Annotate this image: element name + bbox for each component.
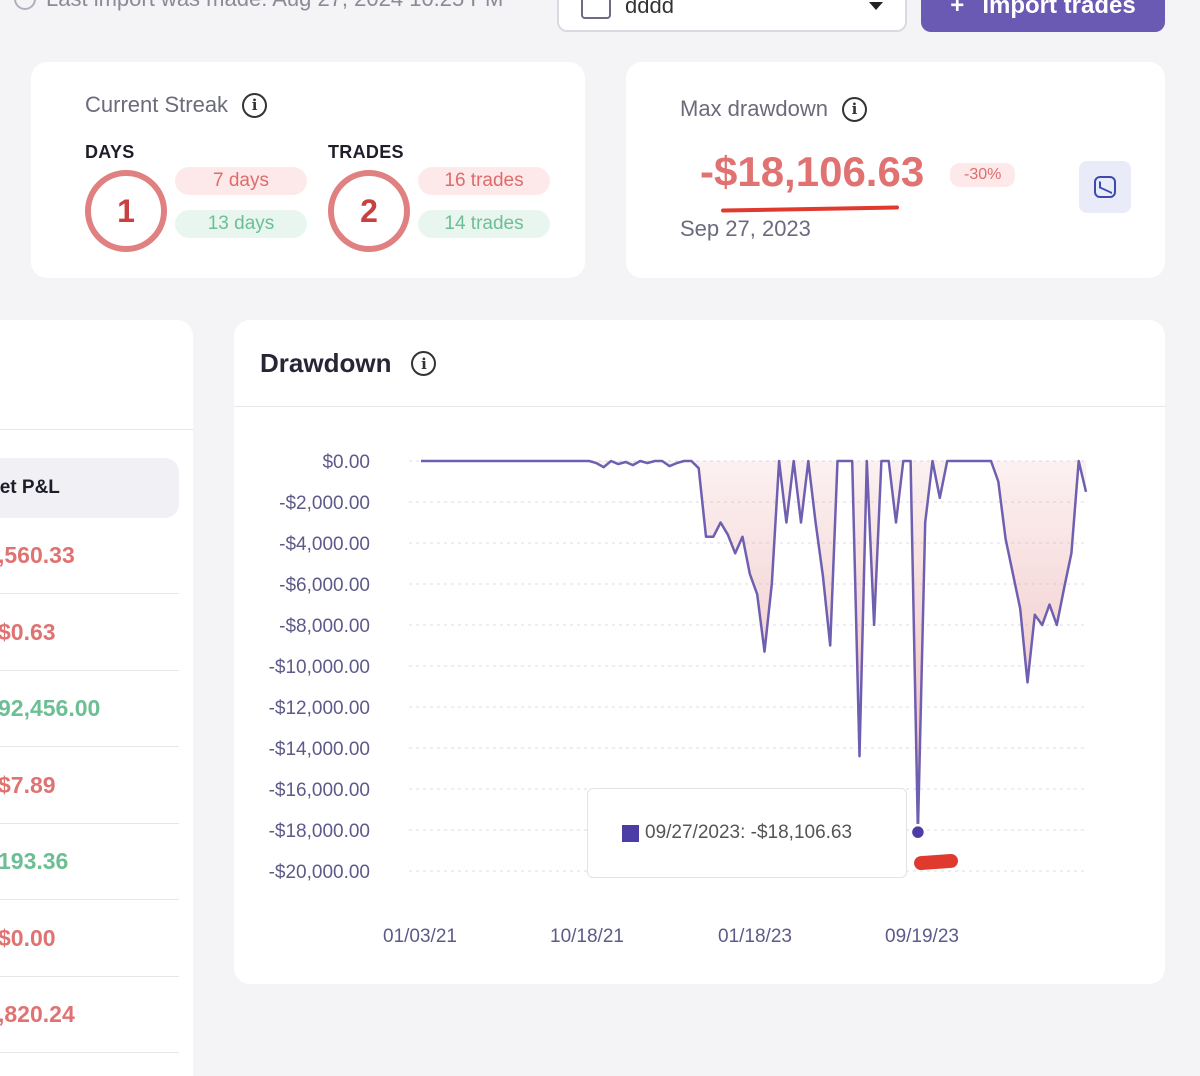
max-drawdown-point[interactable] [909, 823, 927, 841]
account-select[interactable]: dddd [557, 0, 907, 32]
table-row[interactable]: $7.89 [0, 748, 179, 824]
net-pnl-header-text: Net P&L [0, 477, 60, 498]
net-pnl-value: $7.89 [0, 771, 56, 798]
y-tick-label: -$16,000.00 [269, 780, 370, 801]
plus-icon: + [950, 0, 965, 19]
last-import-text: Last import was made: Aug 27, 2024 10:25… [46, 0, 503, 12]
max-drawdown-percent-badge: -30% [950, 163, 1016, 187]
net-pnl-value: $0.00 [0, 924, 56, 951]
y-tick-label: -$14,000.00 [269, 739, 370, 760]
tooltip-text: 09/27/2023: -$18,106.63 [645, 822, 853, 843]
max-drawdown-title: Max drawdown i [680, 96, 867, 122]
divider [0, 429, 193, 430]
streak-title-text: Current Streak [85, 92, 229, 117]
y-tick-label: -$2,000.00 [279, 493, 370, 514]
max-drawdown-card: Max drawdown i -$18,106.63 -30% Sep 27, … [626, 62, 1165, 278]
y-tick-label: -$4,000.00 [279, 534, 370, 555]
streak-title: Current Streak i [85, 92, 268, 118]
x-tick-label: 10/18/21 [550, 926, 624, 947]
drawdown-chart[interactable]: $0.00 -$2,000.00 -$4,000.00 -$6,000.00 -$8,0… [234, 320, 1165, 984]
net-pnl-value: ,560.33 [0, 542, 75, 568]
table-row[interactable]: 92,456.00 [0, 671, 179, 747]
x-tick-label: 01/03/21 [383, 926, 457, 947]
x-tick-label: 01/18/23 [718, 926, 792, 947]
divider [234, 406, 1165, 407]
account-name: dddd [625, 0, 674, 18]
x-tick-label: 09/19/23 [885, 926, 959, 947]
last-import-status: Last import was made: Aug 27, 2024 10:25… [14, 0, 503, 12]
table-row[interactable]: 193.36 [0, 824, 179, 900]
max-drawdown-title-text: Max drawdown [680, 96, 828, 121]
info-icon[interactable]: i [411, 351, 437, 376]
y-tick-label: $0.00 [322, 452, 370, 473]
drawdown-area [421, 461, 1086, 833]
view-chart-button[interactable] [1079, 161, 1131, 213]
y-tick-label: -$18,000.00 [269, 821, 370, 842]
table-row[interactable]: ,560.33 [0, 518, 179, 594]
chart-tooltip: 09/27/2023: -$18,106.63 [587, 788, 907, 878]
y-tick-label: -$10,000.00 [269, 657, 370, 678]
trades-win-pill: 16 trades [418, 167, 550, 195]
trades-streak: TRADES 2 16 trades 14 trades [328, 142, 550, 252]
days-loss-pill: 13 days [175, 210, 307, 238]
max-drawdown-date: Sep 27, 2023 [680, 216, 811, 241]
y-tick-label: -$6,000.00 [279, 575, 370, 596]
cube-icon [581, 0, 611, 19]
refresh-icon[interactable] [14, 0, 36, 10]
max-drawdown-value: -$18,106.63 [700, 148, 925, 195]
chevron-down-icon [869, 2, 883, 10]
current-streak-card: Current Streak i DAYS 1 7 days 13 days T… [31, 62, 585, 278]
table-row[interactable]: $0.63 [0, 595, 179, 671]
import-trades-label: Import trades [982, 0, 1136, 19]
net-pnl-table-card: Net P&L ,560.33 $0.63 92,456.00 $7.89 193.36… [0, 320, 193, 1076]
days-label: DAYS [85, 142, 135, 162]
trades-streak-ring: 2 [328, 170, 410, 252]
net-pnl-value: 92,456.00 [0, 695, 101, 721]
drawdown-chart-card: Drawdown i $0.00 -$2,000.00 -$4,000.00 -$6,… [234, 320, 1165, 984]
import-trades-button[interactable]: + Import trades [921, 0, 1165, 32]
drawdown-title-text: Drawdown [260, 348, 392, 378]
annotation-underline [720, 205, 900, 213]
net-pnl-value: $0.63 [0, 618, 56, 645]
days-streak-ring: 1 [85, 170, 167, 252]
days-win-pill: 7 days [175, 167, 307, 195]
table-row[interactable]: $0.00 [0, 901, 179, 977]
drawdown-title: Drawdown i [260, 348, 437, 379]
info-icon[interactable]: i [242, 92, 268, 118]
days-streak: DAYS 1 7 days 13 days [85, 142, 307, 252]
net-pnl-column-header[interactable]: Net P&L [0, 458, 179, 518]
chart-icon [1094, 176, 1116, 198]
series-swatch [622, 824, 639, 842]
net-pnl-value: 193.36 [0, 848, 69, 874]
y-tick-label: -$20,000.00 [269, 862, 370, 883]
info-icon[interactable]: i [841, 96, 867, 122]
table-row[interactable]: ,820.24 [0, 977, 179, 1053]
drawdown-line [421, 459, 1088, 834]
y-tick-label: -$8,000.00 [279, 616, 370, 637]
trades-label: TRADES [328, 142, 404, 162]
trades-loss-pill: 14 trades [418, 210, 550, 238]
net-pnl-value: ,820.24 [0, 1001, 75, 1027]
y-tick-label: -$12,000.00 [269, 698, 370, 719]
